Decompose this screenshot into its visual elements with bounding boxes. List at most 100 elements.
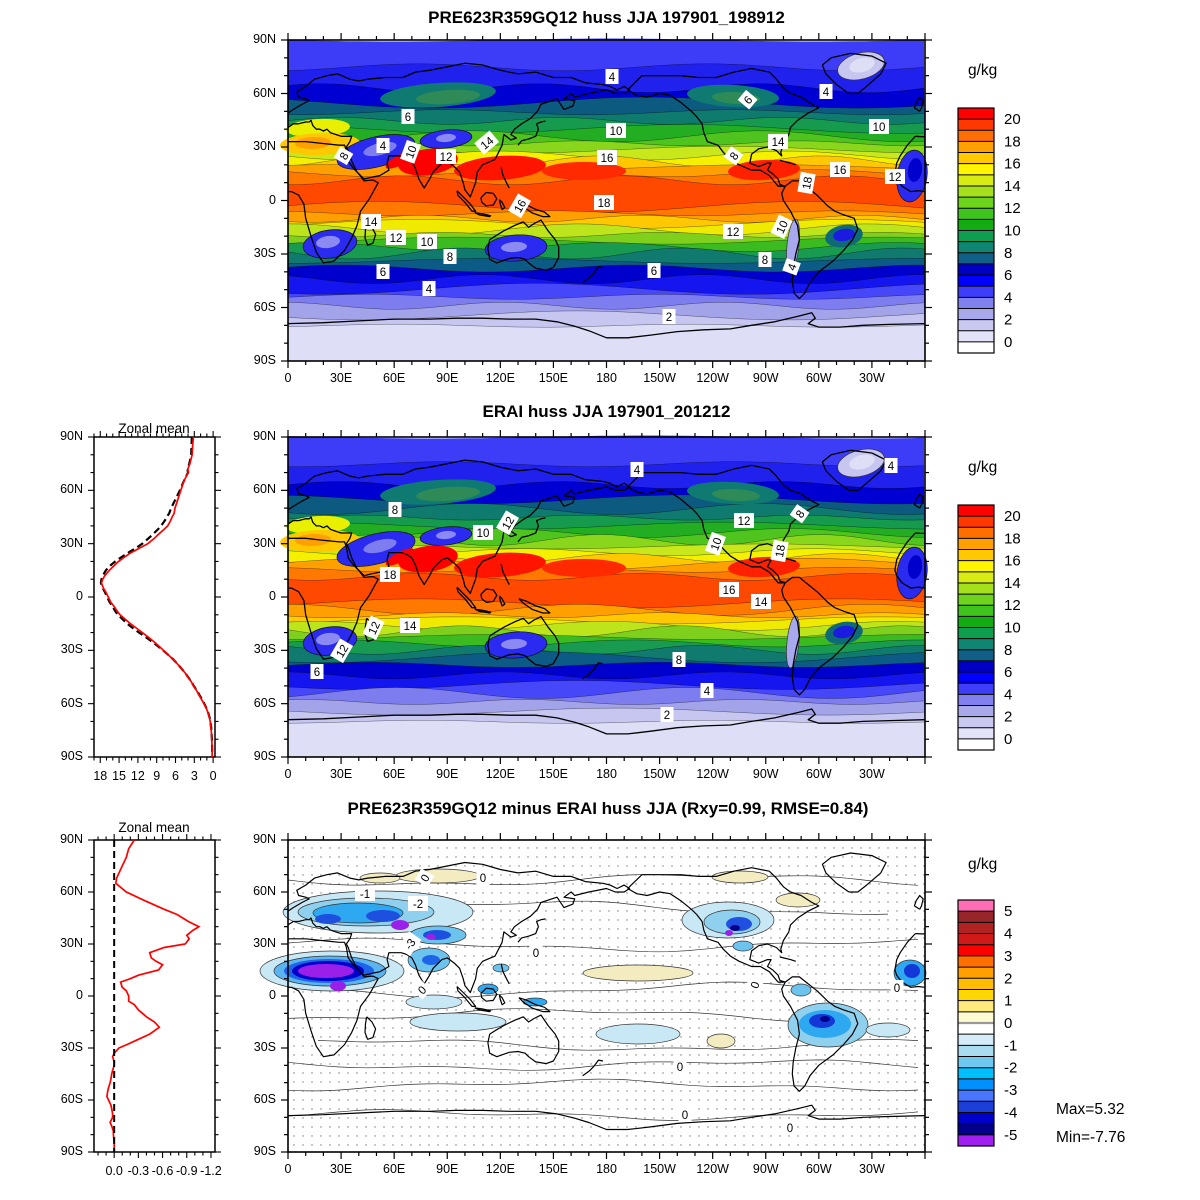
zonal-lat-tick-label: 0 — [76, 988, 83, 1002]
zonal-x-tick-label: -0.6 — [151, 1164, 174, 1178]
field-patch — [416, 89, 480, 105]
lon-tick-label: 30W — [859, 1162, 885, 1176]
svg-text:4: 4 — [426, 284, 433, 296]
zonal-lat-tick-label: 60N — [60, 482, 83, 497]
coastline — [517, 918, 546, 943]
lon-tick-label: 30W — [859, 371, 885, 385]
colorbar-segment — [958, 297, 994, 309]
colorbar-segment — [958, 1056, 994, 1069]
contour-label: 12 — [362, 615, 385, 641]
zonal-lat-tick-label: 60S — [60, 695, 83, 710]
coastline — [474, 211, 492, 218]
colorbar-segment — [958, 341, 994, 354]
colorbar-segment — [958, 219, 994, 231]
coastline — [474, 608, 492, 614]
contour-label: 0 — [673, 1059, 687, 1074]
lat-tick-label: 60N — [253, 85, 276, 100]
lon-tick-label: 120E — [485, 767, 515, 781]
lon-tick-label: 30E — [329, 1162, 353, 1176]
colorbar-segment — [958, 594, 994, 606]
zonal-lat-tick-label: 30S — [60, 1040, 83, 1054]
contour-label: 14 — [751, 594, 771, 609]
contour-label: 12 — [734, 513, 754, 528]
svg-text:10: 10 — [610, 126, 623, 138]
contour-line — [287, 699, 925, 705]
colorbar-segment — [958, 174, 994, 187]
svg-text:14: 14 — [404, 621, 417, 633]
axis-ticks — [281, 430, 932, 764]
svg-text:12: 12 — [738, 516, 751, 528]
svg-text:8: 8 — [447, 252, 453, 264]
svg-text:12: 12 — [334, 643, 351, 660]
contour-line — [287, 302, 925, 310]
zon1-svg — [88, 431, 221, 763]
lat-tick-label: 30S — [253, 642, 276, 657]
contour-line — [287, 283, 925, 295]
contour-label: 8 — [672, 652, 686, 667]
svg-text:16: 16 — [834, 165, 847, 177]
contour-line — [287, 215, 925, 223]
coastline — [500, 963, 510, 985]
field-patch — [363, 538, 397, 554]
coastline — [627, 67, 820, 187]
zonal-lat-tick-label: 90N — [60, 429, 83, 443]
axis-ticks — [88, 834, 221, 1158]
colorbar-segment — [958, 1123, 994, 1136]
lon-tick-label: 120W — [696, 1162, 729, 1176]
colorbar-tick-label: 4 — [1004, 926, 1012, 943]
contour-line — [287, 481, 925, 489]
coastline — [456, 986, 477, 1007]
colorbar-segment — [958, 911, 994, 923]
lat-tick-label: 0 — [269, 192, 276, 207]
contour-line — [287, 274, 925, 284]
colorbar-segment — [958, 582, 994, 595]
zonal-x-tick-label: 0.0 — [105, 1164, 123, 1178]
contour-line — [287, 645, 925, 655]
lon-tick-label: 0 — [284, 767, 292, 781]
zonal-mean-plot-bottom — [40, 818, 231, 1192]
field-patch — [865, 1022, 911, 1038]
colorbar-segment — [958, 185, 994, 198]
coastline — [456, 190, 477, 212]
coastline — [913, 493, 924, 509]
contour-label: 18 — [797, 171, 816, 195]
field-patch — [501, 638, 527, 650]
colorbar-segment — [958, 330, 994, 343]
lon-tick-label: 180 — [596, 767, 617, 781]
zonal-x-tick-label: -1.2 — [200, 1164, 222, 1178]
colorbar-segment — [958, 263, 994, 276]
colorbar-segment — [958, 505, 994, 517]
contour-line — [287, 210, 925, 217]
svg-text:14: 14 — [755, 597, 768, 609]
colorbar-segment — [958, 571, 994, 584]
lon-tick-label: 180 — [596, 371, 617, 385]
colorbar-segment — [958, 627, 994, 640]
field-patch — [833, 228, 855, 242]
colorbar-segment — [958, 197, 994, 209]
field-patch — [295, 533, 331, 547]
svg-text:18: 18 — [801, 176, 815, 191]
svg-text:10: 10 — [477, 528, 490, 540]
svg-text:2: 2 — [666, 312, 672, 324]
lon-tick-label: 0 — [284, 1162, 292, 1176]
colorbar-bottom: 5 4 3 2 1 0 -1 -2 -3 -4 -5 — [957, 899, 1078, 1156]
coastline — [781, 576, 859, 696]
contour-label: 4 — [819, 84, 833, 99]
contour-label: 0 — [411, 979, 432, 1000]
lon-tick-label: 150E — [538, 1162, 568, 1176]
zonal-x-tick-label: 9 — [153, 769, 161, 783]
contour-label: 4 — [884, 458, 898, 473]
field-patch — [405, 994, 463, 1010]
coastline — [500, 563, 510, 585]
colorbar-segment — [958, 1078, 994, 1091]
zonal-lat-tick-label: 30N — [60, 936, 83, 950]
coastline — [582, 662, 604, 680]
svg-text:2: 2 — [664, 710, 670, 722]
contour-line — [287, 242, 925, 252]
colorbar-segment — [958, 163, 994, 176]
lon-tick-label: 150W — [643, 767, 676, 781]
zero-contour-line — [287, 1109, 919, 1121]
map-diff-canvas: 0 0 -1 -2 -3 0 0 0 0 0 0 0 — [238, 828, 941, 1188]
field-patch — [542, 559, 626, 577]
